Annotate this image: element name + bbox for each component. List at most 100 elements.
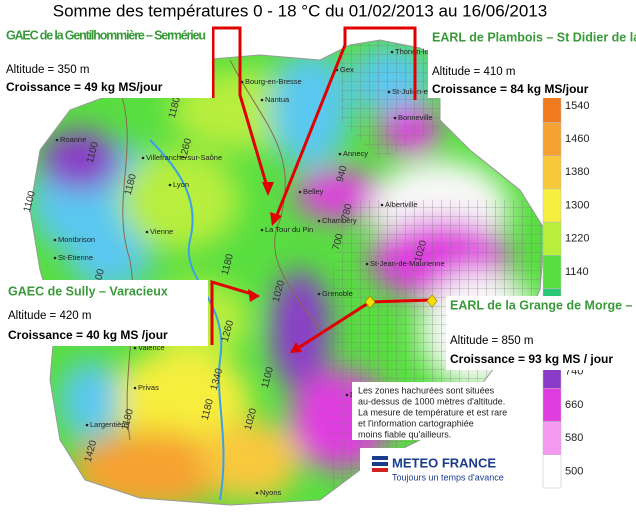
- city-label: Montbrison: [58, 235, 95, 244]
- city-marker: [317, 292, 321, 296]
- farm-box: GAEC de la Gentilhommière – Sermérieu Al…: [0, 26, 212, 98]
- city-label: Roanne: [60, 135, 86, 144]
- logo-name: METEO FRANCE: [392, 455, 496, 470]
- legend-swatch: [542, 221, 562, 256]
- city-label: Belley: [303, 187, 324, 196]
- contour-label: 1100: [85, 140, 101, 164]
- city-marker: [133, 386, 137, 390]
- city-marker: [55, 138, 59, 142]
- farm-box: GAEC de Sully – Varacieux Altitude = 420…: [0, 280, 208, 346]
- city-marker: [53, 238, 57, 242]
- title: Somme des températures 0 - 18 °C du 01/0…: [53, 1, 547, 20]
- note-line: moins fiable qu'ailleurs.: [358, 429, 451, 439]
- city-marker: [298, 190, 302, 194]
- city-marker: [255, 491, 259, 495]
- contour-label: 700: [331, 232, 346, 251]
- city-label: Lyon: [173, 180, 189, 189]
- contour-label: 940: [335, 164, 350, 183]
- farm-name: EARL de la Grange de Morge – St Sébastie…: [450, 298, 636, 312]
- city-label: Chambéry: [322, 216, 357, 225]
- contour-label: 1100: [22, 189, 38, 213]
- farm-altitude: Altitude = 410 m: [432, 66, 515, 78]
- contour-label: 1180: [200, 397, 216, 421]
- city-marker: [133, 346, 137, 350]
- city-marker: [365, 262, 369, 266]
- legend-label: 1460: [565, 133, 589, 145]
- legend-label: 500: [565, 465, 583, 477]
- city-marker: [393, 116, 397, 120]
- city-marker: [260, 98, 264, 102]
- city-label: Albertville: [385, 200, 418, 209]
- city-marker: [85, 423, 89, 427]
- city-label: La Tour du Pin: [265, 225, 313, 234]
- farm-name: GAEC de la Gentilhommière – Sermérieu: [6, 28, 206, 42]
- note: Les zones hachurées sont situées au-dess…: [352, 382, 542, 440]
- arrow-heads: [248, 182, 302, 353]
- arrows: [210, 26, 433, 352]
- contour-label: 1100: [260, 365, 276, 389]
- city-marker: [338, 152, 342, 156]
- city-marker: [387, 90, 391, 94]
- legend-label: 580: [565, 432, 583, 444]
- city-label: Thonon-les-Bains: [395, 47, 454, 56]
- city-marker: [168, 183, 172, 187]
- legend-label: 1300: [565, 199, 589, 211]
- city-label: Nyons: [260, 488, 282, 497]
- legend-swatch: [542, 454, 562, 489]
- legend-label: 1540: [565, 100, 589, 112]
- legend-swatch: [542, 188, 562, 223]
- contour-label: 1180: [123, 172, 139, 196]
- contour-label: 1180: [120, 407, 136, 431]
- city-marker: [390, 50, 394, 54]
- logo: METEO FRANCE Toujours un temps d'avance: [360, 448, 540, 490]
- farm-altitude: Altitude = 850 m: [450, 335, 533, 347]
- city-marker: [141, 156, 145, 160]
- city-label: Grenoble: [322, 289, 353, 298]
- city-marker: [260, 228, 264, 232]
- city-label: Largentière: [90, 420, 128, 429]
- farm-box: EARL de la Grange de Morge – St Sébastie…: [446, 296, 636, 370]
- city-label: St-Etienne: [58, 253, 93, 262]
- city-label: St-Jean-de-Maurienne: [370, 259, 445, 268]
- city-label: Annecy: [343, 149, 368, 158]
- city-marker: [145, 230, 149, 234]
- farm-growth: Croissance = 84 kg MS/jour: [432, 82, 589, 96]
- contour-label: 1180: [167, 95, 183, 119]
- contour-label: 1180: [220, 252, 236, 276]
- legend-label: 660: [565, 399, 583, 411]
- farm-name: EARL de Plambois – St Didier de la Tour: [432, 30, 636, 44]
- note-line: La mesure de température et est rare: [358, 407, 507, 417]
- city-label: Privas: [138, 383, 159, 392]
- legend-swatch: [542, 122, 562, 156]
- farm-altitude: Altitude = 420 m: [8, 310, 91, 322]
- legend-swatch: [542, 388, 562, 422]
- city-label: Vienne: [150, 227, 173, 236]
- city-label: Bourg-en-Bresse: [245, 77, 302, 86]
- legend-swatch: [542, 421, 562, 456]
- legend-label: 1140: [565, 266, 589, 278]
- farm-name: GAEC de Sully – Varacieux: [8, 284, 168, 298]
- farm-growth: Croissance = 93 kg MS / jour: [450, 352, 613, 366]
- note-line: et l'information cartographiée: [358, 418, 474, 428]
- farm-box: EARL de Plambois – St Didier de la Tour …: [428, 28, 636, 98]
- farm-growth: Croissance = 40 kg MS /jour: [8, 328, 168, 342]
- city-marker: [317, 219, 321, 223]
- city-label: Nantua: [265, 95, 290, 104]
- city-label: Villefranche-sur-Saône: [146, 153, 222, 162]
- city-marker: [380, 203, 384, 207]
- farm-altitude: Altitude = 350 m: [6, 64, 89, 76]
- note-line: Les zones hachurées sont situées: [358, 385, 495, 395]
- legend-swatch: [542, 255, 562, 289]
- city-label: Bonneville: [398, 113, 433, 122]
- legend: 1620154014601380130012201140106090074066…: [542, 55, 589, 489]
- farm-growth: Croissance = 49 kg MS/jour: [6, 80, 163, 94]
- site-markers: [364, 294, 438, 309]
- city-label: Gex: [340, 65, 354, 74]
- legend-swatch: [542, 155, 562, 190]
- city-marker: [345, 393, 349, 397]
- region-border: [29, 39, 546, 506]
- legend-label: 1380: [565, 166, 589, 178]
- city-label: Valence: [138, 343, 165, 352]
- logo-tagline: Toujours un temps d'avance: [392, 472, 504, 482]
